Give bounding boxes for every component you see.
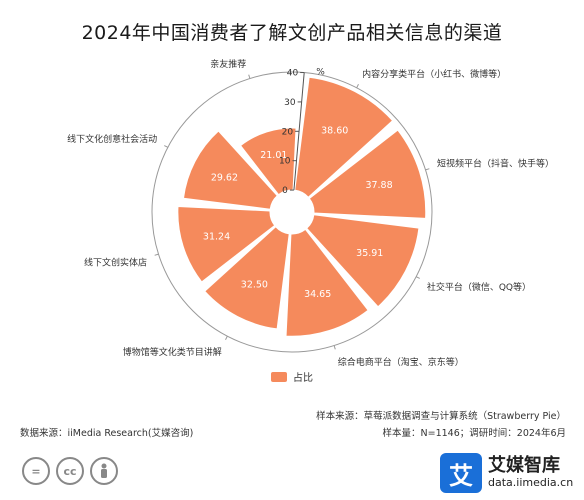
sample-source-note: 样本来源：草莓派数据调查与计算系统（Strawberry Pie） <box>316 411 566 422</box>
category-label: 亲友推荐 <box>210 58 246 70</box>
brand-name: 艾媒智库 <box>488 455 560 476</box>
radial-tick-label: 10 <box>279 157 291 167</box>
category-tick <box>415 276 420 279</box>
bar-segment <box>294 76 394 198</box>
data-source-note: 数据来源：iiMedia Research(艾媒咨询) <box>20 428 194 439</box>
value-label: 31.24 <box>203 231 230 242</box>
category-label: 线下文创实体店 <box>84 257 147 269</box>
value-label: 38.60 <box>321 125 348 136</box>
radial-axis <box>293 72 305 191</box>
value-label: 21.01 <box>260 150 287 161</box>
chart-title: 2024年中国消费者了解文创产品相关信息的渠道 <box>81 22 503 44</box>
radial-tick-label: 20 <box>282 127 294 137</box>
radial-unit-label: % <box>316 68 325 78</box>
category-label: 综合电商平台（淘宝、京东等） <box>338 356 464 368</box>
category-label: 短视频平台（抖音、快手等） <box>437 157 554 169</box>
category-tick <box>154 253 159 256</box>
value-label: 32.50 <box>241 280 268 291</box>
person-icon <box>90 457 118 485</box>
category-tick <box>356 84 359 89</box>
radial-tick-label: 30 <box>284 98 296 108</box>
bar-segment <box>182 130 278 210</box>
value-label: 37.88 <box>365 180 392 191</box>
radial-tick-label: 0 <box>282 186 288 196</box>
radial-tick-label: 40 <box>287 69 299 79</box>
value-label: 35.91 <box>356 248 383 259</box>
category-tick <box>225 335 228 340</box>
brand[interactable]: 艾 艾媒智库 data.iimedia.cn <box>440 453 573 493</box>
category-label: 内容分享类平台（小红书、微博等） <box>362 68 506 80</box>
category-tick <box>248 74 251 79</box>
category-tick <box>164 145 169 148</box>
bar-segment <box>306 214 420 308</box>
cc-icon: cc <box>56 457 84 485</box>
category-label: 线下文化创意社会活动 <box>67 133 157 145</box>
outer-ring <box>151 71 433 353</box>
category-tick <box>333 345 336 350</box>
brand-url: data.iimedia.cn <box>488 476 574 489</box>
legend-label: 占比 <box>293 373 313 384</box>
sample-size-note: 样本量：N=1146；调研时间：2024年6月 <box>382 428 566 439</box>
value-label: 29.62 <box>211 172 238 183</box>
bar-segment <box>204 226 290 330</box>
bar-segment <box>308 129 427 219</box>
category-label: 社交平台（微信、QQ等） <box>427 281 531 293</box>
equal-icon: = <box>22 457 50 485</box>
bar-segment <box>177 205 276 283</box>
bar-segment <box>285 228 369 337</box>
legend-swatch <box>271 371 287 382</box>
value-label: 34.65 <box>304 289 331 300</box>
category-tick <box>425 168 430 171</box>
category-label: 博物馆等文化类节目讲解 <box>123 346 222 358</box>
bar-segment <box>239 127 297 196</box>
legend[interactable]: 占比 <box>271 369 313 384</box>
brand-logo-icon: 艾 <box>440 453 482 493</box>
license-icons: = cc <box>22 457 118 485</box>
